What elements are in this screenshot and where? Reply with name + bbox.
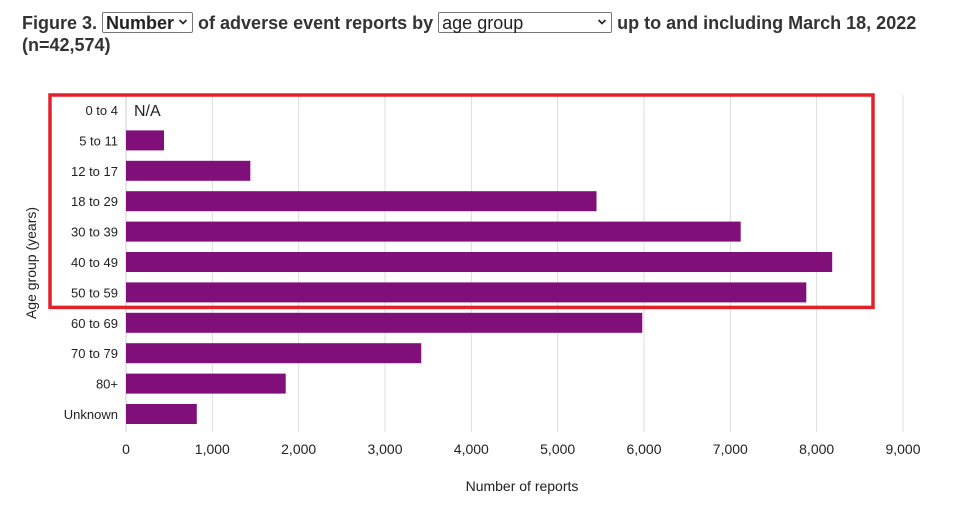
- title-middle: of adverse event reports by: [198, 13, 434, 33]
- x-tick-label: 2,000: [281, 441, 316, 457]
- category-label: 60 to 69: [71, 316, 118, 331]
- figure-title: Figure 3. Number of adverse event report…: [22, 12, 952, 56]
- value-label: N/A: [134, 103, 161, 120]
- bar: [126, 130, 164, 151]
- category-label: 12 to 17: [71, 164, 118, 179]
- category-label: Unknown: [64, 407, 118, 422]
- highlight-box: [48, 93, 875, 310]
- bar: [126, 312, 643, 333]
- category-labels: 0 to 4 5 to 11 12 to 17 18 to 29 30 to 39 40 …: [64, 103, 118, 422]
- category-label: 5 to 11: [79, 133, 118, 148]
- metric-select-value: Number: [106, 13, 175, 33]
- y-axis-title: Age group (years): [23, 207, 39, 319]
- category-label: 0 to 4: [85, 103, 118, 118]
- metric-select[interactable]: Number: [102, 12, 194, 33]
- bar: [126, 160, 251, 181]
- title-prefix: Figure 3.: [22, 13, 98, 33]
- x-tick-label: 9,000: [885, 441, 920, 457]
- category-label: 30 to 39: [71, 225, 118, 240]
- x-tick-label: 8,000: [799, 441, 834, 457]
- bar: [126, 191, 597, 212]
- bar: [126, 404, 197, 424]
- x-tick-label: 0: [122, 441, 130, 457]
- title-suffix: up to and including March 18, 2022: [617, 13, 917, 33]
- category-label: 40 to 49: [71, 255, 118, 270]
- bar: [126, 343, 422, 364]
- bar: [126, 252, 833, 272]
- chevron-down-icon: [598, 19, 607, 25]
- bar: [126, 373, 286, 394]
- x-tick-label: 1,000: [195, 441, 230, 457]
- group-select-value: age group: [442, 13, 524, 33]
- category-label: 70 to 79: [71, 346, 118, 361]
- x-tick-label: 3,000: [367, 441, 402, 457]
- value-labels: N/A: [134, 103, 161, 120]
- x-tick-label: 5,000: [540, 441, 575, 457]
- x-tick-label: 7,000: [713, 441, 748, 457]
- bar: [126, 221, 741, 242]
- title-count: (n=42,574): [22, 35, 111, 55]
- group-select[interactable]: age group: [438, 12, 613, 33]
- x-tick-labels: 0 1,000 2,000 3,000 4,000 5,000 6,000 7,000 8,00…: [122, 441, 921, 457]
- x-tick-label: 4,000: [454, 441, 489, 457]
- bars: [126, 130, 833, 424]
- bar: [126, 282, 807, 303]
- chevron-down-icon: [178, 19, 188, 25]
- category-label: 80+: [96, 377, 118, 392]
- x-axis-title: Number of reports: [466, 478, 579, 494]
- category-label: 18 to 29: [71, 194, 118, 209]
- category-label: 50 to 59: [71, 285, 118, 300]
- x-tick-label: 6,000: [626, 441, 661, 457]
